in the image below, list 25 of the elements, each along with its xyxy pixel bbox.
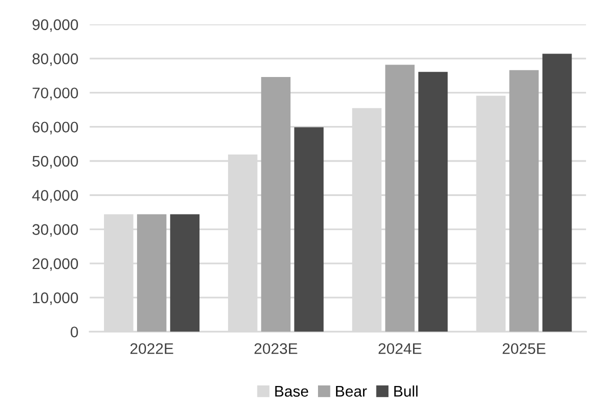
y-tick-label: 40,000 <box>32 190 78 203</box>
y-tick-label: 50,000 <box>32 156 78 168</box>
bar <box>294 127 324 332</box>
bar <box>170 214 200 332</box>
bar <box>542 54 572 332</box>
y-tick-label: 70,000 <box>32 88 78 100</box>
legend-label: Bull <box>394 385 418 397</box>
x-tick-label: 2025E <box>502 343 546 354</box>
y-tick-label: 80,000 <box>32 53 78 66</box>
y-tick-label: 90,000 <box>32 19 78 32</box>
bar <box>385 64 415 332</box>
legend-label: Base <box>275 386 308 397</box>
x-tick-label: 2022E <box>130 343 174 354</box>
legend-label: Bear <box>336 386 367 397</box>
x-tick-label: 2024E <box>378 343 422 354</box>
y-tick-label: 30,000 <box>32 224 78 237</box>
bar <box>137 214 166 332</box>
bar <box>418 72 448 332</box>
bar <box>509 70 539 332</box>
x-tick-label: 2023E <box>254 343 298 354</box>
y-tick-label: 10,000 <box>33 292 78 306</box>
y-tick-label: 20,000 <box>32 258 78 271</box>
y-tick-label: 0 <box>70 326 78 338</box>
bar <box>261 77 291 332</box>
y-tick-label: 60,000 <box>32 122 78 134</box>
